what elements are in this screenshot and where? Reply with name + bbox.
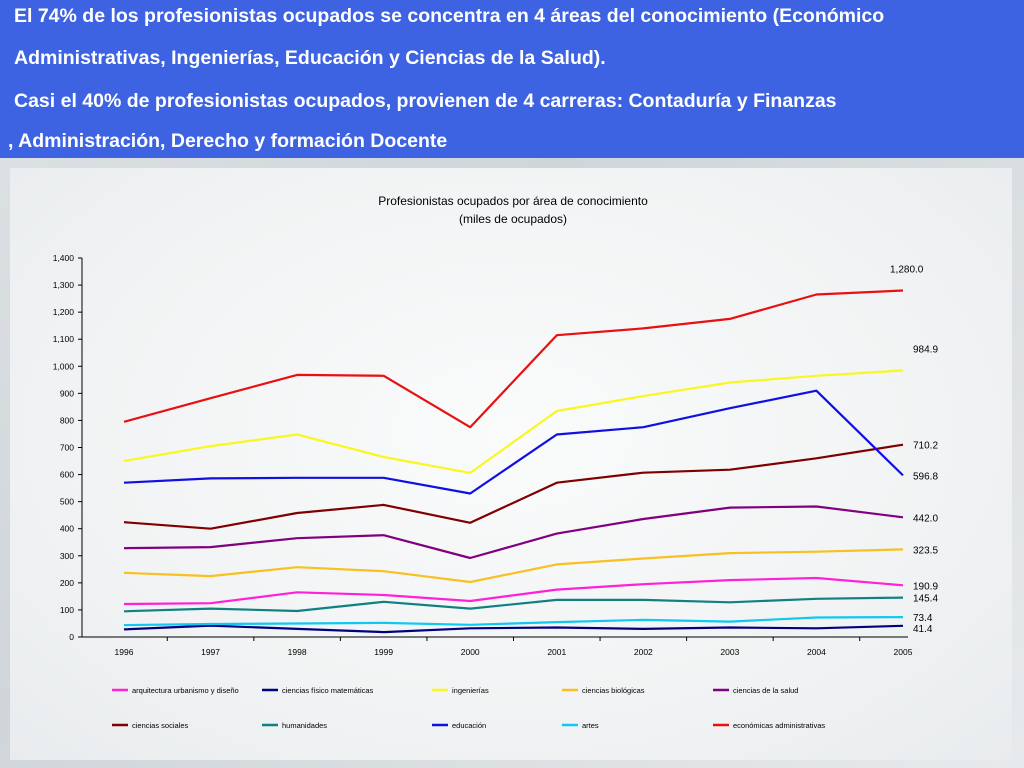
x-tick-label: 1999 <box>374 647 393 657</box>
series-line <box>123 624 904 634</box>
end-value-label: 145.4 <box>913 594 938 605</box>
end-value-label: 190.9 <box>913 581 938 592</box>
y-tick-label: 1,200 <box>53 307 75 317</box>
y-tick-label: 1,100 <box>53 334 75 344</box>
x-tick-label: 2000 <box>461 647 480 657</box>
y-tick-label: 700 <box>60 443 74 453</box>
y-tick-label: 800 <box>60 415 74 425</box>
y-tick-label: 1,400 <box>53 253 75 263</box>
chart-end-labels: 1,280.0 984.9 710.2 596.8 442.0 323.5 190.9 145… <box>890 264 938 635</box>
legend-label: humanidades <box>282 721 327 730</box>
y-tick-label: 900 <box>60 388 74 398</box>
legend-label: económicas administrativas <box>733 721 825 730</box>
line-chart: Profesionistas ocupados por área de cono… <box>53 194 939 730</box>
y-tick-label: 500 <box>60 497 74 507</box>
series-line <box>123 389 904 495</box>
legend-label: ciencias físico matemáticas <box>282 686 374 695</box>
legend-label: arquitectura urbanismo y diseño <box>132 686 239 695</box>
end-value-label: 323.5 <box>913 545 938 556</box>
y-tick-label: 300 <box>60 551 74 561</box>
y-tick-label: 1,000 <box>53 361 75 371</box>
x-tick-label: 2005 <box>894 647 913 657</box>
header-banner: El 74% de los profesionistas ocupados se… <box>0 0 1024 158</box>
legend-label: artes <box>582 721 599 730</box>
end-value-label: 442.0 <box>913 513 938 524</box>
x-tick-label: 2002 <box>634 647 653 657</box>
legend-label: educación <box>452 721 486 730</box>
x-tick-label: 2001 <box>547 647 566 657</box>
end-value-label: 41.4 <box>913 624 933 635</box>
chart-legend: arquitectura urbanismo y diseño ciencias … <box>112 686 825 730</box>
y-tick-label: 400 <box>60 524 74 534</box>
series-line <box>123 596 904 613</box>
y-tick-label: 0 <box>69 632 74 642</box>
header-line-3: Casi el 40% de profesionistas ocupados, … <box>14 90 837 112</box>
end-value-label: 710.2 <box>913 441 938 452</box>
end-value-label: 73.4 <box>913 613 933 624</box>
series-line <box>123 576 904 606</box>
legend-label: ciencias sociales <box>132 721 189 730</box>
header-line-4: , Administración, Derecho y formación Do… <box>8 130 448 152</box>
x-tick-label: 1997 <box>201 647 220 657</box>
end-value-label: 1,280.0 <box>890 264 924 275</box>
legend-label: ciencias biológicas <box>582 686 645 695</box>
series-line <box>123 369 904 474</box>
y-tick-label: 600 <box>60 470 74 480</box>
chart-subtitle: (miles de ocupados) <box>459 212 567 226</box>
y-tick-label: 1,300 <box>53 280 75 290</box>
x-tick-label: 1996 <box>115 647 134 657</box>
chart-series <box>123 289 904 634</box>
legend-label: ciencias de la salud <box>733 686 798 695</box>
header-line-2: Administrativas, Ingenierías, Educación … <box>14 47 606 69</box>
series-line <box>123 443 904 530</box>
series-line <box>123 505 904 560</box>
x-tick-label: 2003 <box>720 647 739 657</box>
header-line-1: El 74% de los profesionistas ocupados se… <box>14 5 885 27</box>
y-tick-label: 100 <box>60 605 74 615</box>
y-tick-label: 200 <box>60 578 74 588</box>
x-tick-label: 1998 <box>288 647 307 657</box>
x-tick-label: 2004 <box>807 647 826 657</box>
series-line <box>123 289 904 429</box>
chart-title: Profesionistas ocupados por área de cono… <box>378 194 648 208</box>
end-value-label: 984.9 <box>913 344 938 355</box>
series-line <box>123 548 904 584</box>
legend-label: ingenierías <box>452 686 489 695</box>
series-line <box>123 616 904 627</box>
end-value-label: 596.8 <box>913 471 938 482</box>
chart-panel: Profesionistas ocupados por área de cono… <box>10 168 1012 760</box>
chart-axes: 0 100 200 300 400 500 600 700 800 900 1,000 1,100 1,… <box>53 253 913 657</box>
